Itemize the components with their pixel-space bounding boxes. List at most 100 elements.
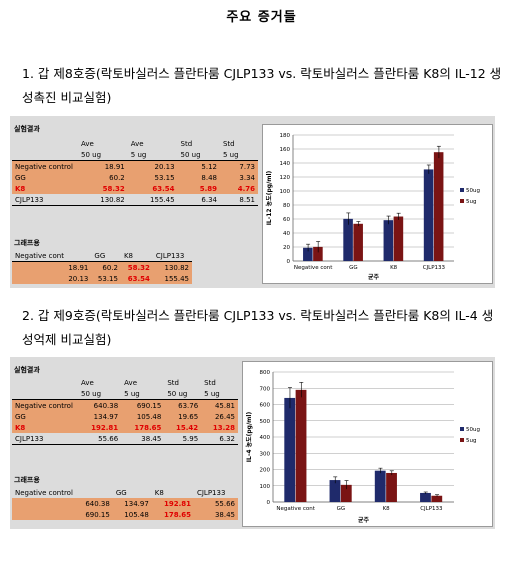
value-cell: 26.45 (201, 411, 238, 422)
value-cell: 60.2 (78, 172, 128, 183)
bar (393, 216, 404, 261)
y-tick-label: 500 (260, 419, 271, 425)
legend-label: 5ug (466, 199, 476, 205)
row-label: CJLP133 (12, 194, 78, 206)
value-cell: 155.45 (127, 194, 178, 206)
evidence-panel-1: 실험결과 Ave Ave Std Std 50 ug 5 ug 50 ug 5 … (10, 116, 495, 288)
table-row: 690.15 105.48 178.65 38.45 (12, 509, 238, 520)
value-cell: 130.82 (152, 261, 192, 273)
results-table: Ave Ave Std Std 50 ug 5 ug 50 ug 5 ug Ne… (12, 138, 258, 206)
value-cell: 640.38 (78, 399, 122, 411)
header-row: Negative control GG K8 CJLP133 (12, 487, 238, 498)
value-cell: 53.15 (91, 273, 121, 284)
value-cell: 58.32 (120, 261, 153, 273)
y-tick-label: 180 (280, 133, 291, 139)
value-cell: 45.81 (201, 399, 238, 411)
value-cell: 178.65 (151, 509, 194, 520)
header-cell: Ave (81, 378, 94, 387)
value-cell: 6.32 (201, 433, 238, 445)
value-cell: 58.32 (78, 183, 128, 194)
value-cell: 640.38 (12, 498, 113, 509)
legend-label: 5ug (466, 438, 476, 444)
value-cell: 105.48 (121, 411, 165, 422)
row-label: CJLP133 (12, 433, 78, 445)
x-axis-label: 균주 (358, 516, 370, 524)
bar (329, 480, 341, 502)
value-cell: 20.13 (12, 273, 92, 284)
y-tick-label: 20 (283, 245, 290, 251)
value-cell: 5.89 (177, 183, 220, 194)
header-cell: 5 ug (127, 149, 178, 161)
header-cell (12, 138, 78, 149)
y-tick-label: 60 (283, 217, 290, 223)
value-cell: 192.81 (78, 422, 122, 433)
table-row: 18.91 60.2 58.32 130.82 (12, 261, 192, 273)
value-cell: 18.91 (78, 160, 128, 172)
value-cell: 7.73 (219, 160, 258, 172)
graph-data-label: 그래프용 (14, 476, 40, 484)
header-cell: K8 (120, 250, 153, 262)
y-tick-label: 120 (280, 175, 291, 181)
value-cell: 13.28 (201, 422, 238, 433)
evidence-panel-2: 실험결과 Ave Ave Std Std 50 ug 5 ug 50 ug 5 … (10, 357, 495, 529)
legend-swatch (460, 199, 464, 203)
y-axis-label: IL-12 농도(pg/ml) (265, 170, 273, 225)
table-row: 20.13 53.15 63.54 155.45 (12, 273, 192, 284)
value-cell: 18.91 (12, 261, 92, 273)
page-title: 주요 증거들 (226, 10, 297, 25)
section-heading-2: 2. 갑 제9호증(락토바실러스 플란타룸 CJLP133 vs. 락토바실러스… (22, 308, 494, 347)
value-cell: 8.48 (177, 172, 220, 183)
row-label: K8 (12, 183, 78, 194)
value-cell: 5.12 (177, 160, 220, 172)
header-cell: 5 ug (219, 149, 258, 161)
header-cell: 5 ug (121, 388, 165, 400)
y-tick-label: 100 (260, 484, 271, 490)
header-row: 50 ug 5 ug 50 ug 5 ug (12, 388, 238, 400)
legend-label: 50ug (466, 188, 480, 194)
y-tick-label: 0 (267, 500, 271, 506)
legend-swatch (460, 427, 464, 431)
value-cell: 4.76 (219, 183, 258, 194)
x-axis-label: 균주 (368, 273, 380, 281)
value-cell: 134.97 (78, 411, 122, 422)
value-cell: 53.15 (127, 172, 178, 183)
value-cell: 55.66 (78, 433, 122, 445)
value-cell: 15.42 (164, 422, 202, 433)
value-cell: 19.65 (164, 411, 202, 422)
header-cell (12, 388, 78, 400)
header-cell: 50 ug (164, 388, 202, 400)
value-cell: 155.45 (152, 273, 192, 284)
table-row-highlight: K8 58.32 63.54 5.89 4.76 (12, 183, 258, 194)
y-tick-label: 0 (287, 259, 291, 265)
il12-bar-chart-svg: 0 20 40 60 80 100 120 140 160 180 Negative cont GG K… (265, 133, 480, 281)
y-tick-label: 200 (260, 468, 271, 474)
value-cell: 690.15 (12, 509, 113, 520)
results-table: Ave Ave Std Std 50 ug 5 ug 50 ug 5 ug Ne… (12, 377, 238, 445)
header-cell: 50 ug (177, 149, 220, 161)
row-label: Negative control (12, 399, 78, 411)
il4-chart: 0 100 200 300 400 500 600 700 800 Negative cont GG… (242, 361, 493, 527)
x-tick-label: K8 (390, 265, 398, 271)
value-cell: 105.48 (112, 509, 152, 520)
value-cell: 134.97 (112, 498, 152, 509)
results-label: 실험결과 (14, 366, 40, 374)
bar (431, 495, 443, 502)
value-cell: 63.54 (120, 273, 153, 284)
bar (313, 246, 323, 261)
bar (420, 492, 431, 502)
header-cell: 50 ug (78, 388, 122, 400)
header-row: Negative cont GG K8 CJLP133 (12, 250, 192, 262)
value-cell: 6.34 (177, 194, 220, 206)
table-row: CJLP133 55.66 38.45 5.95 6.32 (12, 433, 238, 445)
bar (284, 397, 296, 502)
bar (433, 152, 444, 261)
table-row-highlight: K8 192.81 178.65 15.42 13.28 (12, 422, 238, 433)
value-cell: 63.76 (164, 399, 202, 411)
header-row: Ave Ave Std Std (12, 138, 258, 149)
value-cell: 20.13 (127, 160, 178, 172)
value-cell: 8.51 (219, 194, 258, 206)
row-label: GG (12, 172, 78, 183)
header-row: Ave Ave Std Std (12, 377, 238, 388)
header-cell: 50 ug (78, 149, 128, 161)
x-tick-label: Negative cont (276, 506, 315, 512)
